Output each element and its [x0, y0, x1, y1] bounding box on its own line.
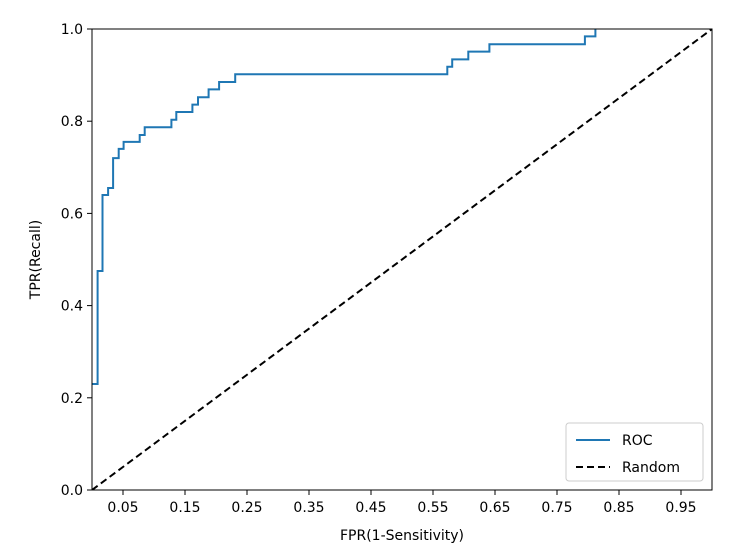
- y-tick-label: 0.6: [61, 206, 83, 222]
- series-line-random: [92, 29, 712, 490]
- y-tick-label: 0.0: [61, 483, 83, 499]
- x-axis-label: FPR(1-Sensitivity): [340, 528, 464, 544]
- x-tick-label: 0.25: [231, 500, 262, 516]
- y-tick-label: 0.2: [61, 391, 83, 407]
- y-tick-label: 0.8: [61, 114, 83, 130]
- x-tick-label: 0.55: [417, 500, 448, 516]
- plot-area: [92, 29, 712, 490]
- legend-label-roc: ROC: [622, 433, 653, 449]
- series-line-roc: [92, 29, 597, 385]
- y-tick-label: 0.4: [61, 299, 83, 315]
- y-axis-label: TPR(Recall): [28, 220, 44, 300]
- axes: 0.05 0.15 0.25 0.35 0.45 0.55 0.65 0.75 0.85 0.95…: [61, 22, 713, 516]
- y-tick-label: 1.0: [61, 22, 83, 38]
- x-tick-label: 0.75: [541, 500, 572, 516]
- x-tick-label: 0.65: [479, 500, 510, 516]
- x-tick-label: 0.05: [107, 500, 138, 516]
- legend: ROC Random: [565, 422, 704, 482]
- x-tick-label: 0.35: [293, 500, 324, 516]
- x-tick-label: 0.95: [665, 500, 696, 516]
- x-tick-label: 0.15: [169, 500, 200, 516]
- x-tick-label: 0.85: [603, 500, 634, 516]
- legend-label-random: Random: [622, 460, 680, 476]
- plot-frame: [91, 28, 713, 491]
- x-tick-label: 0.45: [355, 500, 386, 516]
